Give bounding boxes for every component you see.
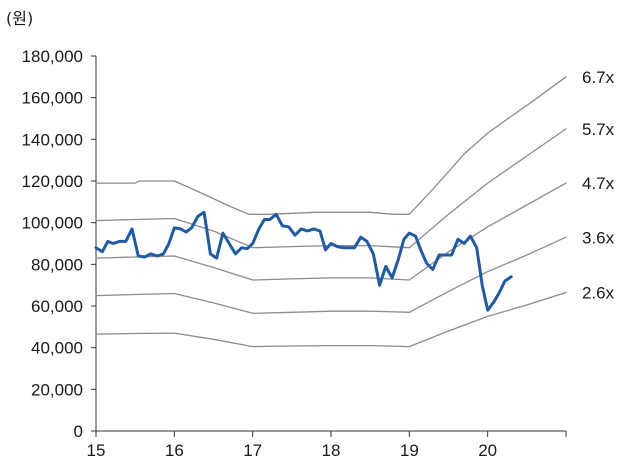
x-tick-label: 15 [87, 441, 106, 460]
band-label: 6.7x [582, 68, 615, 87]
x-tick-label: 16 [165, 441, 184, 460]
y-tick-label: 100,000 [22, 214, 83, 233]
y-tick-label: 60,000 [31, 297, 83, 316]
y-tick-label: 180,000 [22, 47, 83, 66]
series-line-band-2.6x [95, 291, 567, 348]
y-tick-label: 140,000 [22, 130, 83, 149]
y-tick-label: 40,000 [31, 339, 83, 358]
band-label: 4.7x [582, 174, 615, 193]
y-tick-label: 20,000 [31, 380, 83, 399]
y-tick-label: 0 [74, 422, 83, 441]
x-tick-label: 19 [400, 441, 419, 460]
series-line-share-price [94, 210, 513, 312]
x-tick-label: 18 [322, 441, 341, 460]
series-line-band-3.6x [95, 236, 567, 314]
band-labels: 6.7x 5.7x 4.7x 3.6x 2.6x [582, 68, 615, 303]
y-tick-label: 160,000 [22, 89, 83, 108]
band-label: 5.7x [582, 120, 615, 139]
x-tick-label: 17 [243, 441, 262, 460]
axes: 0 20,000 40,000 60,000 80,000 100,000 120,000 1… [22, 47, 567, 460]
y-tick-label: 120,000 [22, 172, 83, 191]
y-tick-label: 80,000 [31, 255, 83, 274]
series-layer [94, 76, 567, 348]
y-unit-label: (원) [6, 9, 33, 28]
series-line-band-5.7x [95, 128, 567, 249]
band-label: 3.6x [582, 228, 615, 247]
band-label: 2.6x [582, 283, 615, 302]
series-line-band-4.7x [95, 182, 567, 281]
series-line-band-6.7x [95, 76, 567, 215]
x-tick-label: 20 [478, 441, 497, 460]
